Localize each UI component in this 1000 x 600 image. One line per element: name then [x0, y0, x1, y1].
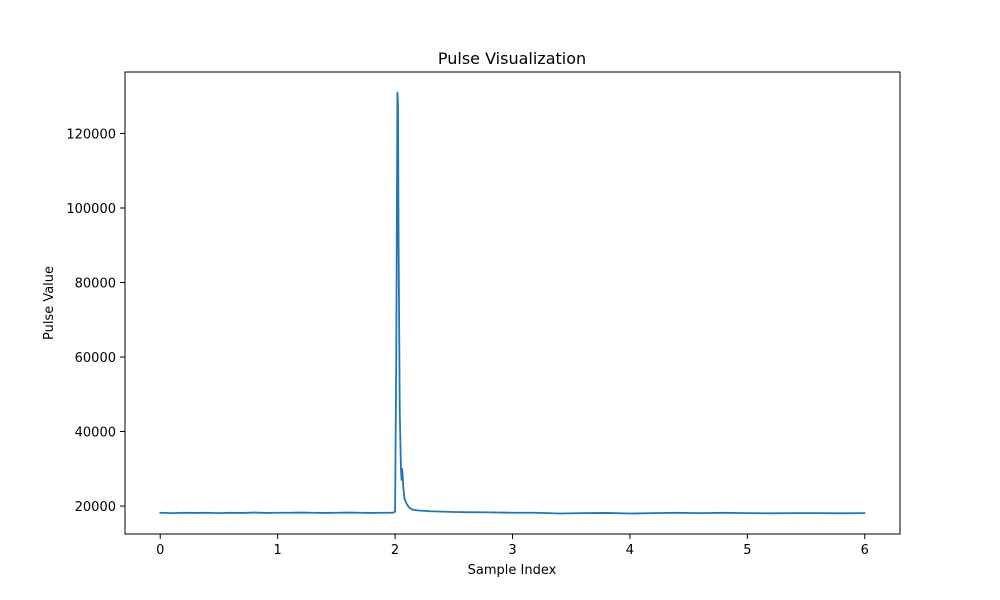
y-tick-label: 60000 [75, 351, 116, 366]
x-tick-label: 6 [861, 543, 869, 558]
y-axis-ticks: 20000 40000 60000 80000 100000 120000 [66, 127, 125, 515]
y-tick-label: 120000 [66, 127, 116, 142]
plot-frame [124, 71, 901, 535]
pulse-series-line [159, 91, 866, 515]
x-tick-label: 4 [626, 543, 634, 558]
y-tick-label: 100000 [66, 202, 116, 217]
x-tick-label: 0 [156, 543, 164, 558]
y-tick-label: 20000 [75, 500, 116, 515]
y-tick-label: 80000 [75, 277, 116, 292]
x-axis-label: Sample Index [468, 563, 557, 578]
x-tick-label: 3 [508, 543, 516, 558]
x-tick-label: 5 [743, 543, 751, 558]
plot-area [124, 71, 901, 535]
x-tick-label: 1 [274, 543, 282, 558]
x-axis-ticks: 0 1 2 3 4 5 6 [156, 534, 869, 558]
y-axis-label: Pulse Value [42, 266, 57, 340]
x-tick-label: 2 [391, 543, 399, 558]
y-tick-label: 40000 [75, 426, 116, 441]
chart-title: Pulse Visualization [438, 49, 586, 68]
